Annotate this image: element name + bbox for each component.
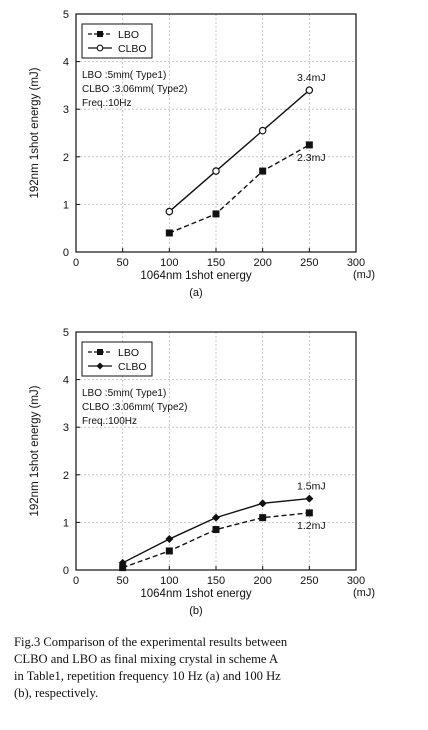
x-tick-label: 200 [253, 257, 271, 269]
legend-marker [97, 31, 103, 37]
data-point-clbo [305, 86, 314, 94]
caption-line: Fig.3 Comparison of the experimental res… [14, 635, 288, 649]
x-tick-label: 250 [300, 257, 318, 269]
x-tick-label: 300 [347, 257, 365, 269]
figure-caption: Fig.3 Comparison of the experimental res… [14, 634, 418, 702]
y-tick-label: 3 [63, 422, 69, 434]
data-point-clbo [165, 207, 174, 216]
x-axis-unit: (mJ) [353, 587, 375, 599]
legend-label: CLBO [118, 43, 147, 55]
legend-marker [96, 44, 104, 52]
legend-box [81, 341, 153, 377]
legend-box [81, 23, 153, 59]
x-tick-label: 150 [207, 575, 225, 587]
y-axis-label: 192nm 1shot energy (mJ) [29, 67, 41, 198]
panel-label: (b) [189, 605, 202, 617]
data-point-clbo [212, 513, 220, 522]
x-tick-label: 150 [207, 257, 225, 269]
data-point-lbo [212, 210, 220, 218]
y-tick-label: 2 [63, 470, 69, 482]
chart-b: 0 50 100 150 200 250 300 0 1 2 3 4 5 1064nm 1shot ene… [29, 327, 375, 617]
y-tick-label: 1 [63, 199, 69, 211]
condition-text: LBO :5mm( Type1) [82, 70, 166, 81]
y-tick-label: 0 [63, 565, 69, 577]
x-tick-label: 300 [347, 575, 365, 587]
caption-line: in Table1, repetition frequency 10 Hz (a… [14, 669, 281, 683]
y-tick-label: 5 [63, 327, 69, 339]
y-axis-label: 192nm 1shot energy (mJ) [29, 385, 41, 516]
data-point-clbo [258, 499, 267, 508]
y-tick-label: 4 [63, 375, 69, 387]
legend-marker [97, 349, 103, 355]
value-annotation: 1.2mJ [297, 520, 326, 532]
x-tick-label: 50 [117, 257, 129, 269]
y-tick-label: 5 [63, 9, 69, 21]
x-tick-label: 200 [253, 575, 271, 587]
data-point-lbo [259, 167, 267, 175]
data-point-lbo [305, 141, 313, 149]
condition-text: LBO :5mm( Type1) [82, 388, 166, 399]
data-point-clbo [212, 167, 220, 175]
x-axis-label: 1064nm 1shot energy [140, 270, 251, 282]
x-tick-label: 100 [160, 575, 178, 587]
legend-marker [96, 362, 104, 370]
condition-text: CLBO :3.06mm( Type2) [82, 402, 187, 413]
x-tick-label: 0 [73, 257, 79, 269]
y-tick-label: 2 [63, 152, 69, 164]
data-point-lbo [165, 229, 173, 237]
x-tick-label: 250 [300, 575, 318, 587]
condition-text: Freq.:10Hz [82, 98, 131, 109]
data-point-lbo [119, 564, 127, 572]
caption-line: (b), respectively. [14, 686, 99, 700]
data-point-clbo [305, 494, 314, 503]
value-annotation: 3.4mJ [297, 72, 326, 84]
x-axis-label: 1064nm 1shot energy [140, 588, 251, 600]
y-tick-label: 1 [63, 517, 69, 529]
series-line-lbo [169, 144, 310, 234]
data-point-lbo [212, 526, 220, 534]
legend-label: CLBO [118, 361, 147, 373]
series-line-clbo [168, 89, 310, 213]
value-annotation: 1.5mJ [297, 481, 326, 493]
value-annotation: 2.3mJ [297, 152, 326, 164]
x-tick-label: 0 [73, 575, 79, 587]
y-tick-label: 3 [63, 104, 69, 116]
data-point-lbo [259, 514, 267, 522]
y-tick-label: 4 [63, 57, 69, 69]
chart-a: 0 50 100 150 200 250 300 0 1 2 3 4 5 1064nm 1shot ene… [29, 9, 375, 299]
legend-label: LBO [118, 29, 139, 41]
panel-label: (a) [189, 287, 202, 299]
x-axis-unit: (mJ) [353, 269, 375, 281]
x-tick-label: 100 [160, 257, 178, 269]
caption-line: CLBO and LBO as final mixing crystal in … [14, 652, 279, 666]
x-tick-label: 50 [117, 575, 129, 587]
data-point-clbo [258, 126, 267, 135]
data-point-clbo [165, 535, 174, 544]
condition-text: CLBO :3.06mm( Type2) [82, 84, 187, 95]
data-point-lbo [305, 509, 313, 517]
legend-label: LBO [118, 347, 139, 359]
data-point-lbo [165, 547, 173, 555]
condition-text: Freq.:100Hz [82, 416, 137, 427]
data-point-clbo [118, 558, 127, 567]
y-tick-label: 0 [63, 247, 69, 259]
